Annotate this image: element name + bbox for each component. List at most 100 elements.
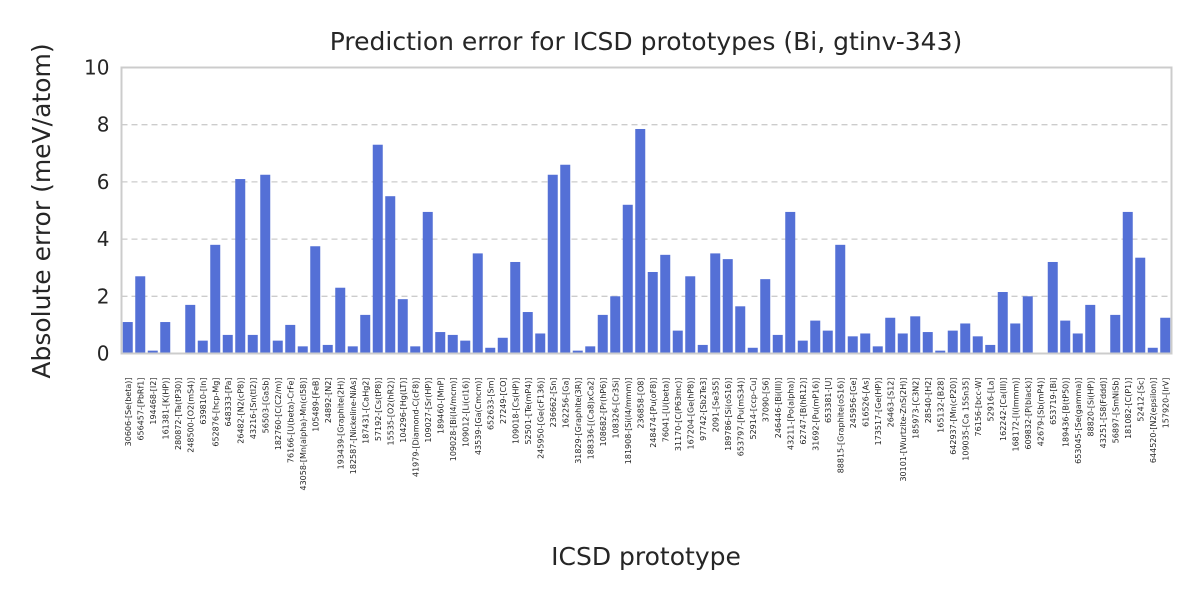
x-tick-label: 109012-[Li(cI16)] xyxy=(461,378,470,448)
y-tick-labels: 0 2 4 6 8 10 xyxy=(84,56,109,366)
x-tick-label: 642937-[Mn(cP20)] xyxy=(949,378,958,455)
x-tick-label: 157920-[IrV] xyxy=(1161,378,1170,429)
bar xyxy=(347,346,358,354)
x-tick-label: 104296-[Hg(LT)] xyxy=(399,378,408,443)
x-tick-label: 173517-[Ge(HP)] xyxy=(874,378,883,446)
bar xyxy=(835,244,846,354)
x-tick-label: 161381-[K(HP)] xyxy=(161,378,170,440)
x-tick-label: 168172-[I(Immm)] xyxy=(1011,378,1020,452)
bar xyxy=(185,304,196,354)
x-tick-label: 182760-[C(C2/m)] xyxy=(274,378,283,451)
x-tick-label: 653797-[Pu(mS34)] xyxy=(736,378,745,457)
bar xyxy=(772,334,783,354)
x-tick-label: 97742-[Sb2Te3] xyxy=(699,378,708,441)
bar xyxy=(510,261,521,354)
bar xyxy=(385,196,396,354)
x-tick-label: 76156-[bcc-W] xyxy=(974,378,983,437)
bar xyxy=(1147,347,1158,354)
bar xyxy=(160,322,171,354)
bar xyxy=(447,334,458,354)
bar xyxy=(297,346,308,354)
x-tick-label: 52916-[La] xyxy=(986,378,995,422)
y-tick-label: 4 xyxy=(97,227,110,251)
bar xyxy=(222,334,233,354)
bar xyxy=(797,340,808,354)
x-tick-label: 105489-[FeB] xyxy=(311,378,320,432)
x-tick-label: 43211-[Po(alpha)] xyxy=(786,378,795,450)
x-tick-label: 109027-[Sr(HP)] xyxy=(424,378,433,443)
x-tick-label: 109028-[Bi(I4/mcm)] xyxy=(449,378,458,462)
x-tick-label: 165132-[B28] xyxy=(936,378,945,433)
x-tick-label: 43539-[Ga(Cmcm)] xyxy=(474,378,483,456)
bar xyxy=(135,276,146,354)
bar xyxy=(372,144,383,354)
x-tick-label: 52412-[Sc] xyxy=(1136,378,1145,422)
x-tick-label: 609832-[P(black)] xyxy=(1024,378,1033,450)
bar xyxy=(147,350,158,354)
bar xyxy=(1047,261,1058,354)
x-tick-label: 26482-[N2(cP8)] xyxy=(236,378,245,444)
bar xyxy=(972,336,983,354)
x-tick-label: 2091-[Se3S5] xyxy=(711,378,720,433)
bar xyxy=(1122,211,1133,354)
x-tick-label: 652633-[Sm] xyxy=(486,378,495,431)
bar xyxy=(1085,304,1096,354)
x-tick-label: 109018-[Cs(HP)] xyxy=(511,378,520,445)
x-tick-label: 245956-[Ge] xyxy=(849,378,858,429)
bar xyxy=(360,314,371,354)
x-tick-label: 648333-[Pa] xyxy=(224,378,233,427)
bar xyxy=(1060,320,1071,354)
bar xyxy=(210,244,221,354)
bar xyxy=(760,279,771,354)
x-tick-label: 31692-[Pu(mP16)] xyxy=(811,378,820,451)
bar xyxy=(822,330,833,354)
bar xyxy=(1022,296,1033,354)
y-tick-label: 10 xyxy=(84,56,109,80)
x-tick-label: 31170-[C(P63mc)] xyxy=(674,378,683,452)
x-tick-label: 31829-[Graphite(3R)] xyxy=(574,378,583,464)
x-tick-label: 182587-[Nickeline-NiAs] xyxy=(349,378,358,475)
bar xyxy=(410,346,421,354)
x-tick-label: 15535-[O2(hR2)] xyxy=(386,378,395,446)
bar xyxy=(610,296,621,354)
bar xyxy=(697,344,708,354)
bar xyxy=(472,253,483,354)
x-tick-label: 42679-[Sb(mP4)] xyxy=(1036,378,1045,447)
x-tick-label: 236662-[Sn] xyxy=(549,378,558,428)
x-tick-label: 194468-[I2] xyxy=(149,378,158,425)
x-tick-label: 43058-[Mn(alpha)-Mn(cI58)] xyxy=(299,378,308,491)
bar xyxy=(585,346,596,354)
bar xyxy=(397,299,408,354)
bar xyxy=(685,276,696,354)
x-tick-label: 56503-[GaSb] xyxy=(261,378,270,434)
x-tick-label: 109035-[Ca 15Sn35] xyxy=(961,378,970,461)
bar xyxy=(310,246,321,354)
x-tick-label: 656457-[PbRf1] xyxy=(136,378,145,441)
x-tick-label: 653045-[Se(gamma)] xyxy=(1074,378,1083,464)
y-tick-label: 0 xyxy=(97,342,110,366)
x-tick-label: 248500-[O2(mS4)] xyxy=(186,378,195,453)
gridlines xyxy=(121,124,1172,297)
bar xyxy=(660,254,671,354)
x-tick-label: 280872-[Ta(tP30)] xyxy=(174,378,183,451)
bar xyxy=(1072,333,1083,354)
x-tick-label: 30101-[Wurtzite-ZnS(2H)] xyxy=(899,378,908,482)
bar xyxy=(960,323,971,354)
bar xyxy=(910,316,921,354)
x-tick-label: 187431-[CaHg2] xyxy=(361,378,370,444)
x-tick-label: 189786-[Si(oS16)] xyxy=(724,378,733,451)
x-tick-label: 652876-[hcp-Mg] xyxy=(211,378,220,447)
bar xyxy=(197,340,208,354)
bar xyxy=(985,344,996,354)
plot-frame xyxy=(120,66,1173,355)
x-tick-label: 167204-[Ge(hP8)] xyxy=(686,378,695,450)
x-tick-label: 37090-[S6] xyxy=(761,378,770,423)
bar xyxy=(1135,257,1146,354)
x-tick-label: 62747-[B(hR12)] xyxy=(799,378,808,445)
x-tick-label: 43216-[Sn(tI2)] xyxy=(249,378,258,440)
x-tick-label: 189436-[B(tP50)] xyxy=(1061,378,1070,448)
bar xyxy=(285,324,296,354)
bar xyxy=(1110,314,1121,354)
bar xyxy=(922,332,933,354)
x-tick-label: 88820-[Si(HP)] xyxy=(1086,378,1095,437)
